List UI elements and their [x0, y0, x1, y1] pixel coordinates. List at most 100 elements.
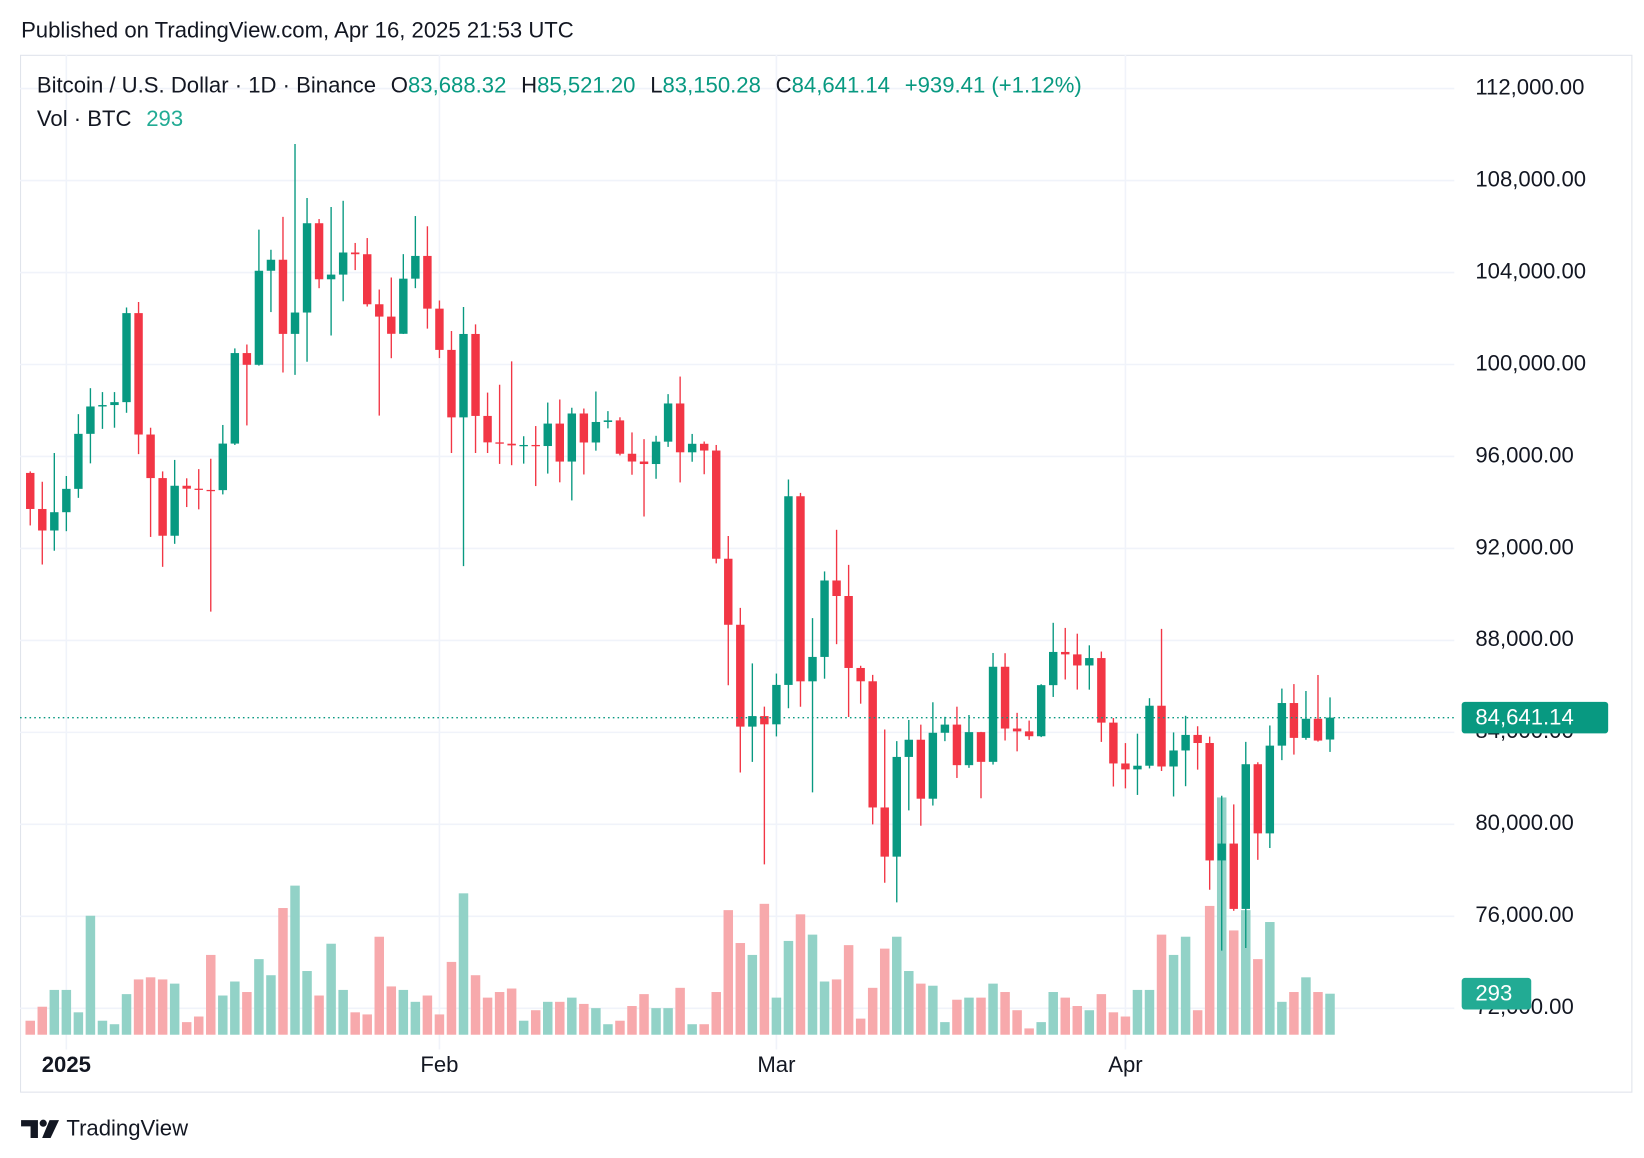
candle-body	[363, 254, 372, 305]
overlay-layer: 72,000.0076,000.0080,000.0084,000.0088,0…	[20, 74, 1609, 1077]
volume-bar	[109, 1024, 120, 1035]
candle-body	[122, 313, 131, 403]
volume-bar	[543, 1001, 553, 1035]
candle-body	[567, 413, 577, 462]
volume-bar	[916, 983, 926, 1035]
volume-bar	[25, 1020, 35, 1035]
volume-bar	[1156, 934, 1167, 1035]
candle-body	[627, 453, 637, 462]
volume-bar	[940, 1022, 950, 1035]
volume-bar	[326, 943, 336, 1035]
volume-bar	[410, 1001, 421, 1035]
volume-bar	[374, 936, 385, 1035]
open-value: 83,688.32	[408, 72, 506, 97]
close-key: C	[776, 72, 792, 97]
candle-body	[399, 278, 408, 334]
volume-bar	[892, 936, 902, 1035]
candle-body	[591, 421, 601, 443]
candle-body	[278, 259, 288, 334]
y-tick-label: 88,000.00	[1475, 626, 1573, 651]
y-tick-label: 76,000.00	[1475, 902, 1573, 927]
candle-body	[555, 423, 564, 462]
symbol: Bitcoin / U.S. Dollar · 1D · Binance	[37, 72, 376, 97]
candle-body	[1325, 717, 1335, 740]
candle-body	[675, 403, 685, 453]
volume-bar	[1084, 1010, 1095, 1035]
volume-bar	[242, 992, 252, 1035]
candle-body	[290, 312, 300, 334]
candle-body	[242, 353, 252, 365]
candle-body	[50, 512, 59, 531]
volume-bar	[97, 1020, 108, 1035]
candle-body	[772, 684, 781, 725]
volume-bar	[290, 885, 300, 1035]
candle-body	[928, 732, 938, 799]
candle-body	[1181, 734, 1190, 751]
candle-body	[495, 442, 504, 444]
y-tick-label: 92,000.00	[1475, 534, 1573, 559]
volume-bar	[398, 989, 409, 1035]
logo-dot	[39, 1119, 47, 1127]
candle-body	[579, 413, 589, 443]
candle-body	[26, 472, 35, 509]
candle-body	[182, 485, 191, 489]
volume-bar	[976, 997, 986, 1035]
volume-bar	[1072, 1006, 1083, 1035]
candle-body	[916, 739, 926, 799]
candle-body	[266, 259, 276, 271]
volume-bar	[218, 995, 228, 1035]
candle-body	[411, 255, 420, 279]
volume-bar	[193, 1016, 204, 1035]
volume-bar	[266, 975, 276, 1035]
candle-body	[350, 252, 360, 255]
volume-bar	[206, 954, 216, 1035]
candle-body	[218, 443, 228, 491]
candle-body	[314, 223, 324, 280]
volume-bar	[121, 994, 132, 1035]
candle-body	[1217, 843, 1226, 861]
candle-body	[326, 274, 336, 280]
candle-body	[1048, 651, 1058, 686]
volume-bar	[1024, 1028, 1034, 1035]
volume-value: 293	[146, 106, 183, 131]
candle-body	[206, 489, 215, 492]
volume-bar	[482, 997, 493, 1035]
candle-body	[387, 316, 396, 334]
x-tick-label: Feb	[420, 1052, 458, 1077]
volume-bar	[579, 1003, 589, 1035]
volume-bar	[988, 983, 998, 1035]
volume-bar	[928, 985, 938, 1035]
y-tick-label: 96,000.00	[1475, 442, 1573, 467]
candle-body	[1073, 654, 1082, 666]
last-price-tag	[1461, 701, 1609, 734]
candle-body	[1145, 705, 1154, 766]
candle-body	[1205, 743, 1214, 861]
low-value: 83,150.28	[663, 72, 761, 97]
candle-body	[808, 656, 817, 682]
change: +939.41 (+1.12%)	[905, 72, 1082, 97]
candle-body	[1097, 658, 1106, 723]
candle-body	[483, 415, 492, 443]
volume-legend: Vol · BTC 293	[37, 106, 183, 131]
candle-body	[110, 402, 119, 406]
volume-bar	[434, 1014, 445, 1035]
candle-layer	[26, 144, 1335, 951]
close-value: 84,641.14	[792, 72, 890, 97]
volume-bar	[181, 1022, 192, 1035]
candle-body	[459, 333, 468, 418]
candle-body	[338, 252, 348, 275]
volume-bar	[338, 989, 348, 1035]
candle-body	[712, 450, 721, 559]
volume-bar	[807, 934, 818, 1035]
candle-body	[784, 496, 793, 685]
volume-bar	[687, 1024, 697, 1035]
volume-bar	[278, 908, 288, 1035]
volume-bar	[867, 987, 878, 1035]
candle-body	[748, 716, 757, 727]
y-tick-label: 100,000.00	[1475, 350, 1586, 375]
volume-bar	[555, 1001, 565, 1035]
candle-body	[736, 624, 745, 727]
volume-bar	[615, 1020, 625, 1035]
volume-bar	[819, 981, 830, 1035]
